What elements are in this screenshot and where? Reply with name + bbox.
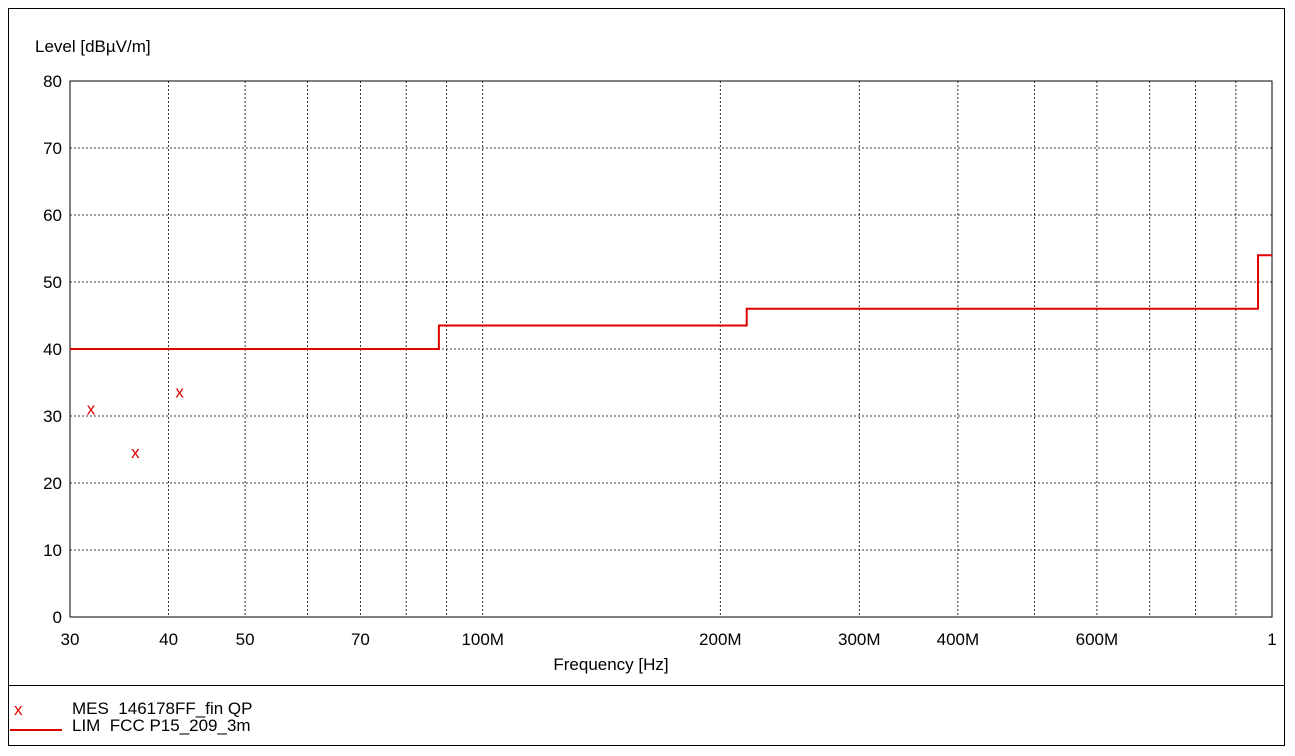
x-tick-label: 100M: [461, 630, 504, 649]
y-tick-label: 60: [43, 206, 62, 225]
x-tick-label: 300M: [838, 630, 881, 649]
measurement-point: x: [87, 399, 96, 418]
limit-line: [70, 254, 1272, 350]
y-tick-labels: 0 10 20 30 40 50 60 70 80: [43, 72, 62, 627]
legend-item-limit: LIM FCC P15_209_3m: [72, 716, 251, 735]
y-tick-label: 40: [43, 340, 62, 359]
legend-line-icon: [10, 729, 62, 731]
x-tick-label: 1: [1267, 630, 1276, 649]
measurement-point: x: [131, 443, 140, 462]
legend-item-measurement: MES 146178FF_fin QP: [72, 699, 253, 718]
legend-divider: [8, 685, 1285, 686]
x-tick-label: 50: [236, 630, 255, 649]
legend-marker-x-icon: x: [14, 700, 23, 719]
x-tick-label: 400M: [937, 630, 980, 649]
y-tick-label: 70: [43, 139, 62, 158]
series-layer: x x x: [70, 254, 1272, 462]
y-tick-label: 30: [43, 407, 62, 426]
y-tick-label: 0: [53, 608, 62, 627]
x-tick-label: 200M: [699, 630, 742, 649]
x-tick-label: 70: [351, 630, 370, 649]
y-tick-label: 50: [43, 273, 62, 292]
x-tick-label: 40: [159, 630, 178, 649]
y-tick-label: 80: [43, 72, 62, 91]
x-tick-label: 30: [61, 630, 80, 649]
y-tick-label: 20: [43, 474, 62, 493]
x-tick-labels: 30 40 50 70 100M 200M 300M 400M 600M 1: [61, 630, 1277, 649]
measurement-point: x: [175, 383, 184, 402]
y-axis-label: Level [dBµV/m]: [35, 37, 151, 56]
y-tick-label: 10: [43, 541, 62, 560]
x-tick-label: 600M: [1076, 630, 1119, 649]
x-axis-label: Frequency [Hz]: [553, 655, 668, 674]
chart-frame: [8, 8, 1285, 746]
